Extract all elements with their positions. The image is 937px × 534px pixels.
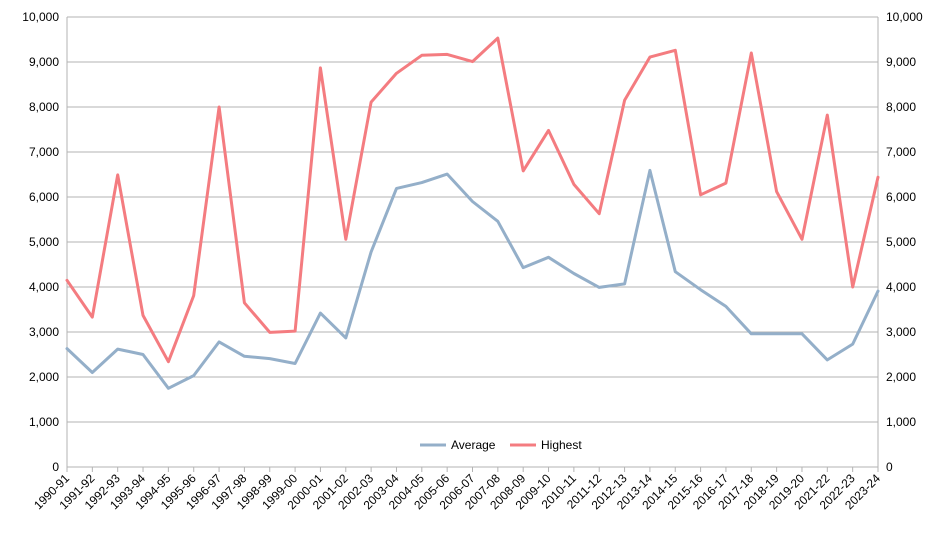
y-tick-label-left: 8,000 — [29, 100, 59, 114]
legend-label-highest: Highest — [541, 438, 582, 452]
y-tick-label-left: 4,000 — [29, 280, 59, 294]
y-tick-label-left: 1,000 — [29, 415, 59, 429]
series-line-highest — [65, 36, 880, 364]
y-tick-label-right: 4,000 — [886, 280, 916, 294]
y-tick-label-right: 0 — [886, 460, 893, 474]
y-tick-label-right: 2,000 — [886, 370, 916, 384]
legend: Average Highest — [420, 438, 582, 452]
y-tick-label-left: 2,000 — [29, 370, 59, 384]
y-tick-label-right: 9,000 — [886, 55, 916, 69]
y-tick-label-left: 9,000 — [29, 55, 59, 69]
series-line-average — [65, 168, 880, 390]
axes — [66, 17, 879, 472]
y-tick-label-left: 7,000 — [29, 145, 59, 159]
y-tick-label-left: 0 — [52, 460, 59, 474]
y-tick-label-right: 6,000 — [886, 190, 916, 204]
tick-labels: 0 0 1,000 1,000 2,000 2,000 3,000 3,000 4,000 4,0… — [22, 10, 923, 512]
y-tick-label-left: 5,000 — [29, 235, 59, 249]
y-tick-label-right: 7,000 — [886, 145, 916, 159]
y-tick-label-right: 8,000 — [886, 100, 916, 114]
y-tick-label-right: 5,000 — [886, 235, 916, 249]
y-tick-label-right: 10,000 — [886, 10, 923, 24]
y-tick-label-left: 10,000 — [22, 10, 59, 24]
y-tick-label-left: 6,000 — [29, 190, 59, 204]
series-lines — [65, 36, 880, 390]
y-tick-label-right: 1,000 — [886, 415, 916, 429]
y-tick-label-right: 3,000 — [886, 325, 916, 339]
legend-label-average: Average — [451, 438, 496, 452]
y-tick-label-left: 3,000 — [29, 325, 59, 339]
